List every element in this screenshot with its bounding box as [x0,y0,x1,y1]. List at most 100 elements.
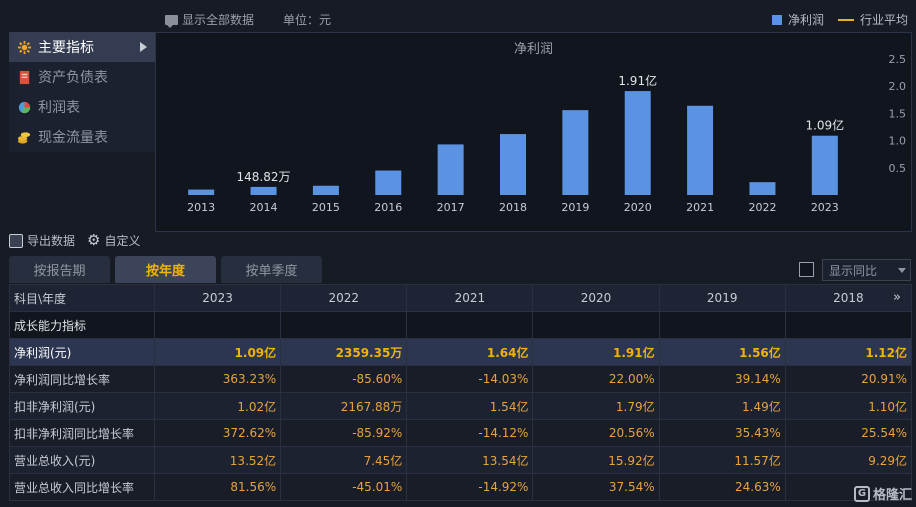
coins-icon [17,131,31,144]
y-tick-label: 1.5 [889,107,907,120]
year-header[interactable]: 2019 [658,284,786,312]
compare-checkbox[interactable] [799,262,814,277]
x-tick-label: 2017 [437,201,465,214]
star-icon [17,40,32,54]
table-group-row: 成长能力指标 [9,311,913,339]
year-header[interactable]: 2020 [532,284,660,312]
compare-select[interactable]: 显示同比 [822,259,911,281]
x-tick-label: 2019 [561,201,589,214]
year-header[interactable]: 2023 [153,284,282,312]
table-cell: 1.09亿 [153,338,282,366]
arrow-right-icon [140,42,147,52]
bar[interactable] [437,144,464,195]
gear-icon: ⚙ [87,231,101,249]
table-cell: 15.92亿 [532,446,660,474]
bar[interactable] [500,134,526,195]
tab-by-quarter[interactable]: 按单季度 [221,256,322,283]
year-header[interactable]: 2018 [784,284,913,312]
table-cell: 1.12亿 [784,338,913,366]
show-all-label: 显示全部数据 [182,13,255,27]
legend-bar-label: 净利润 [787,13,824,27]
table-cell: 2359.35万 [280,338,408,366]
y-tick-label: 2.5 [889,53,907,66]
table-row[interactable]: 净利润同比增长率 363.23% -85.60% -14.03% 22.00% 39.14… [9,365,913,393]
table-cell: 1.54亿 [406,392,534,420]
year-header[interactable]: 2022 [280,284,408,312]
watermark: G 格隆汇 [853,484,912,503]
logo-icon: G [853,485,870,502]
x-tick-label: 2023 [811,201,839,214]
next-columns-icon[interactable]: » [893,290,901,305]
x-tick-label: 2014 [250,201,278,214]
table-cell: 37.54% [532,473,660,501]
table-cell: 13.52亿 [153,446,282,474]
bar[interactable] [687,105,714,195]
x-tick-label: 2015 [312,201,340,214]
table-cell: 7.45亿 [280,446,408,474]
menu-item-balance-sheet[interactable]: 资产负债表 [9,62,155,92]
table-cell: -85.60% [280,365,408,393]
x-tick-label: 2020 [624,201,652,214]
table-cell: -14.92% [406,473,534,501]
data-label: 148.82万 [237,170,291,184]
export-icon [9,233,23,248]
customize-label: 自定义 [104,234,141,248]
menu-item-cash-flow[interactable]: 现金流量表 [9,122,155,152]
table-cell: -14.03% [406,365,534,393]
table-cell: -14.12% [406,419,534,447]
y-tick-label: 1.0 [889,135,907,148]
tab-by-report-period[interactable]: 按报告期 [9,256,110,283]
bar[interactable] [562,110,589,195]
show-all-data-button[interactable]: 显示全部数据 [165,11,254,28]
bar[interactable] [188,189,215,195]
tab-by-year[interactable]: 按年度 [115,256,216,283]
row-label: 营业总收入(元) [9,446,155,474]
menu-label: 主要指标 [38,40,94,56]
menu-item-income-statement[interactable]: 利润表 [9,92,155,122]
x-tick-label: 2021 [686,201,714,214]
x-tick-label: 2018 [499,201,527,214]
table-cell: 1.02亿 [153,392,282,420]
x-tick-label: 2016 [374,201,402,214]
table-row[interactable]: 营业总收入(元) 13.52亿 7.45亿 13.54亿 15.92亿 11.57亿 9.2… [9,446,913,474]
legend-line-swatch [837,18,854,21]
bar[interactable] [250,186,277,195]
customize-button[interactable]: ⚙ 自定义 [87,232,140,249]
table-cell: -85.92% [280,419,408,447]
export-data-button[interactable]: 导出数据 [9,232,75,249]
row-label: 净利润同比增长率 [9,365,155,393]
table-cell: 13.54亿 [406,446,534,474]
table-row[interactable]: 扣非净利润(元) 1.02亿 2167.88万 1.54亿 1.79亿 1.49亿 1.10… [9,392,913,420]
document-icon [19,70,30,84]
menu-item-main-indicators[interactable]: 主要指标 [9,32,155,62]
year-header[interactable]: 2021 [406,284,534,312]
table-cell: 35.43% [658,419,786,447]
table-cell: 39.14% [658,365,786,393]
table-cell: 1.10亿 [784,392,913,420]
x-tick-label: 2013 [187,201,215,214]
top-toolbar: 显示全部数据 单位：元 净利润 行业平均 [0,0,916,32]
table-cell: 1.56亿 [658,338,786,366]
y-tick-label: 0.5 [889,162,907,175]
table-cell: 363.23% [153,365,282,393]
bar[interactable] [624,91,651,195]
bar[interactable] [375,170,402,195]
row-label: 净利润(元) [9,338,155,366]
table-cell: 1.64亿 [406,338,534,366]
watermark-text: 格隆汇 [872,488,912,503]
table-row[interactable]: 营业总收入同比增长率 81.56% -45.01% -14.92% 37.54% 24.6… [9,473,913,501]
table-cell: 9.29亿 [784,446,913,474]
table-cell: 20.56% [532,419,660,447]
table-row[interactable]: 扣非净利润同比增长率 372.62% -85.92% -14.12% 20.56% 35.… [9,419,913,447]
row-label: 扣非净利润(元) [9,392,155,420]
table-cell: 20.91% [784,365,913,393]
chevron-down-icon [898,268,906,273]
table-row[interactable]: 净利润(元) 1.09亿 2359.35万 1.64亿 1.91亿 1.56亿 1.12亿 [9,338,913,366]
table-cell: 372.62% [153,419,282,447]
bar[interactable] [749,182,776,195]
bar[interactable] [312,185,339,195]
bar[interactable] [811,135,838,195]
table-cell: 2167.88万 [280,392,408,420]
table-cell: 1.49亿 [658,392,786,420]
table-cell: -45.01% [280,473,408,501]
